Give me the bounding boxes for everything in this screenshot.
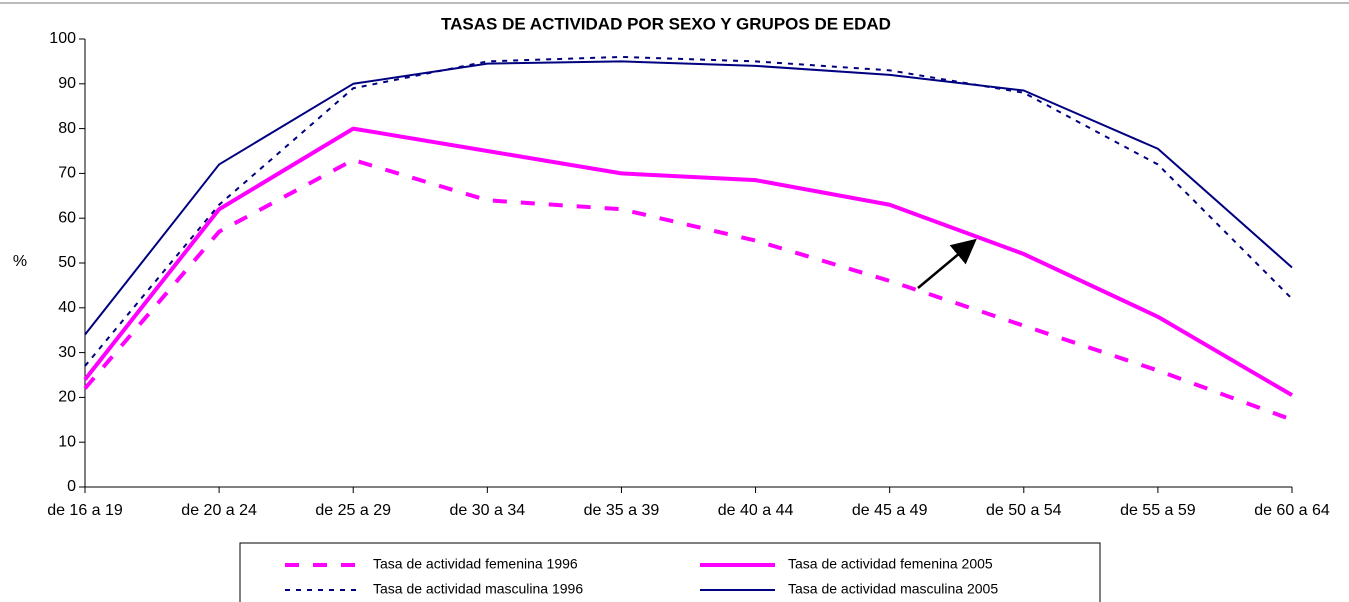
series-line [83, 157, 1293, 422]
y-tick-label: 80 [58, 120, 76, 137]
y-tick-label: 0 [67, 478, 76, 495]
chart-title: TASAS DE ACTIVIDAD POR SEXO Y GRUPOS DE … [441, 14, 891, 33]
y-tick-label: 50 [58, 254, 76, 271]
y-tick-label: 100 [49, 30, 76, 47]
x-tick-label: de 55 a 59 [1120, 502, 1196, 519]
y-tick-label: 60 [58, 209, 76, 226]
series-line [84, 55, 1293, 367]
legend-label: Tasa de actividad femenina 2005 [788, 556, 993, 572]
x-tick-label: de 16 a 19 [47, 502, 123, 519]
series-line [83, 126, 1294, 397]
x-tick-label: de 20 a 24 [181, 502, 257, 519]
legend-box [239, 542, 1101, 602]
legend-label: Tasa de actividad femenina 1996 [373, 556, 578, 572]
x-tick-label: de 60 a 64 [1254, 502, 1330, 519]
annotation-arrow [917, 238, 977, 289]
legend-label: Tasa de actividad masculina 2005 [788, 581, 998, 597]
y-axis-label: % [13, 253, 27, 270]
x-tick-label: de 30 a 34 [450, 502, 526, 519]
x-tick-label: de 25 a 29 [315, 502, 391, 519]
legend-label: Tasa de actividad masculina 1996 [373, 581, 583, 597]
y-tick-label: 10 [58, 433, 76, 450]
x-tick-label: de 50 a 54 [986, 502, 1062, 519]
y-tick-label: 90 [58, 75, 76, 92]
x-tick-label: de 45 a 49 [852, 502, 928, 519]
series-line [84, 60, 1293, 336]
y-tick-label: 30 [58, 344, 76, 361]
x-tick-label: de 35 a 39 [584, 502, 660, 519]
y-tick-label: 70 [58, 165, 76, 182]
x-tick-label: de 40 a 44 [718, 502, 794, 519]
y-tick-label: 20 [58, 389, 76, 406]
y-tick-label: 40 [58, 299, 76, 316]
